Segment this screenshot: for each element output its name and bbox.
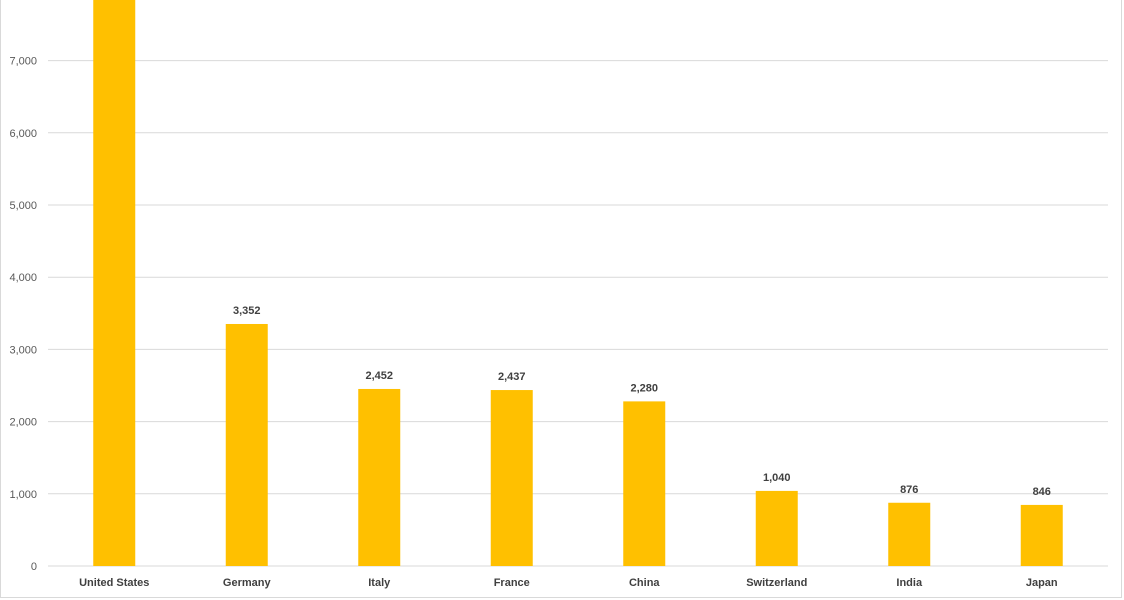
y-tick-label: 6,000 <box>9 128 37 140</box>
y-tick-label: 7,000 <box>9 56 37 68</box>
x-tick-label: United States <box>79 577 149 589</box>
y-tick-label: 4,000 <box>9 272 37 284</box>
y-tick-label: 5,000 <box>9 200 37 212</box>
bar <box>490 390 533 566</box>
x-tick-label: France <box>494 577 530 589</box>
bar <box>755 490 798 566</box>
y-tick-label: 0 <box>31 561 37 573</box>
data-label: 2,280 <box>630 382 658 394</box>
data-label: 3,352 <box>233 305 261 317</box>
data-label: 2,452 <box>365 370 393 382</box>
y-tick-label: 2,000 <box>9 417 37 429</box>
bar <box>888 502 931 566</box>
y-tick-label: 1,000 <box>9 489 37 501</box>
bar <box>358 388 401 566</box>
bar <box>225 323 268 566</box>
bar <box>623 401 666 566</box>
x-tick-label: India <box>896 577 923 589</box>
data-label: 876 <box>900 484 918 496</box>
data-label: 2,437 <box>498 371 526 383</box>
data-label: 846 <box>1033 486 1051 498</box>
x-tick-label: China <box>629 577 660 589</box>
x-tick-label: Italy <box>368 577 391 589</box>
x-tick-label: Japan <box>1026 577 1058 589</box>
x-tick-label: Germany <box>223 577 272 589</box>
bar <box>1020 504 1063 566</box>
data-label: 1,040 <box>763 472 791 484</box>
y-tick-label: 3,000 <box>9 344 37 356</box>
bar <box>93 0 136 566</box>
x-tick-label: Switzerland <box>746 577 807 589</box>
